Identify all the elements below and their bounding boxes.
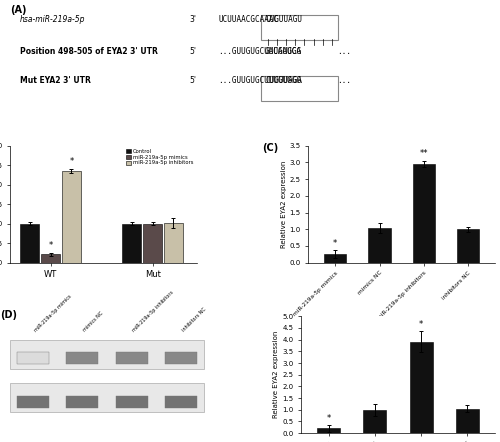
Text: miR-219a-5p mimics: miR-219a-5p mimics <box>34 293 72 332</box>
Bar <box>164 223 183 263</box>
Bar <box>364 410 386 433</box>
Text: mimics NC: mimics NC <box>82 310 104 332</box>
Text: ...GUUGUGCUUUGUGGG: ...GUUGUGCUUUGUGGG <box>218 76 302 85</box>
Text: *: * <box>333 239 337 248</box>
Legend: Control, miR-219a-5p mimics, miR-219a-5p inhibitors: Control, miR-219a-5p mimics, miR-219a-5p… <box>126 149 194 166</box>
Bar <box>456 408 479 433</box>
Bar <box>122 224 141 263</box>
Text: *: * <box>70 157 73 166</box>
FancyBboxPatch shape <box>18 396 50 408</box>
Text: Mut EYA2 3' UTR: Mut EYA2 3' UTR <box>20 76 90 85</box>
Bar <box>62 171 81 263</box>
FancyBboxPatch shape <box>66 352 98 364</box>
Bar <box>144 224 162 263</box>
Text: ...: ... <box>337 76 351 85</box>
Bar <box>368 228 390 263</box>
Bar <box>41 254 60 263</box>
Text: **: ** <box>420 149 428 158</box>
Text: CUGUUAGU: CUGUUAGU <box>265 15 302 24</box>
Text: (A): (A) <box>10 5 26 15</box>
Text: miR-219a-5p inhibitors: miR-219a-5p inhibitors <box>132 290 174 332</box>
Text: (D): (D) <box>0 310 18 320</box>
FancyBboxPatch shape <box>164 352 196 364</box>
Text: UCUUAACGCAAAC: UCUUAACGCAAAC <box>218 15 278 24</box>
Bar <box>20 224 39 263</box>
Text: inhibitors NC: inhibitors NC <box>180 307 206 332</box>
Text: *: * <box>48 241 52 250</box>
Y-axis label: Relative EYA2 expression: Relative EYA2 expression <box>274 331 280 419</box>
FancyBboxPatch shape <box>116 396 148 408</box>
Text: (C): (C) <box>262 143 278 153</box>
Bar <box>324 254 346 263</box>
FancyBboxPatch shape <box>10 339 204 369</box>
FancyBboxPatch shape <box>18 352 50 364</box>
Bar <box>410 342 432 433</box>
Y-axis label: Relative EYA2 expression: Relative EYA2 expression <box>281 160 287 248</box>
Text: *: * <box>419 320 423 329</box>
FancyBboxPatch shape <box>116 352 148 364</box>
FancyBboxPatch shape <box>164 396 196 408</box>
Bar <box>413 164 435 263</box>
FancyBboxPatch shape <box>10 383 204 412</box>
Text: 5': 5' <box>190 46 196 56</box>
Text: CUGUUAGA: CUGUUAGA <box>265 76 302 85</box>
Text: ...: ... <box>337 46 351 56</box>
Bar <box>317 428 340 433</box>
Text: hsa-miR-219a-5p: hsa-miR-219a-5p <box>20 15 85 24</box>
FancyBboxPatch shape <box>66 396 98 408</box>
Text: 5': 5' <box>190 76 196 85</box>
Text: Position 498-505 of EYA2 3' UTR: Position 498-505 of EYA2 3' UTR <box>20 46 158 56</box>
Text: 3': 3' <box>190 15 196 24</box>
Text: GACAAUCA: GACAAUCA <box>265 46 302 56</box>
Bar <box>457 229 479 263</box>
Text: ...GUUGUGCUUUGUGGG: ...GUUGUGCUUUGUGGG <box>218 46 302 56</box>
Text: *: * <box>326 414 331 423</box>
